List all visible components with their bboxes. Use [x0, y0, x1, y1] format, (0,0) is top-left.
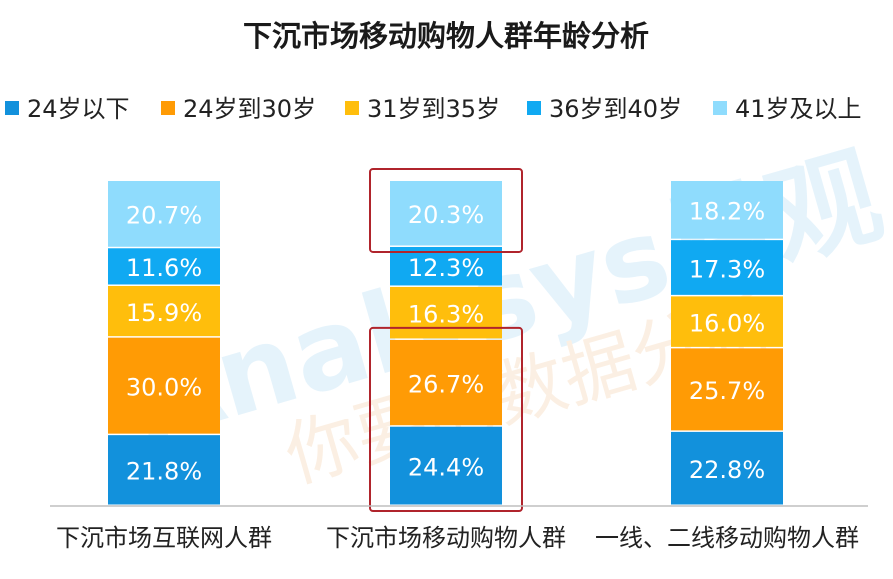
- legend-item: 36岁到40岁: [527, 95, 682, 123]
- bar-stack: 24.4% 26.7% 16.3% 12.3% 20.3%: [390, 181, 502, 505]
- bar-segment: [108, 248, 220, 285]
- data-label: 20.3%: [408, 201, 484, 229]
- bar-segment: [108, 435, 220, 505]
- bar-segment: [671, 431, 783, 505]
- data-label: 18.2%: [689, 198, 765, 226]
- data-label: 16.0%: [689, 309, 765, 337]
- bar-stack: 22.8% 25.7% 16.0% 17.3% 18.2%: [671, 181, 783, 505]
- bar-segment: [390, 181, 502, 246]
- data-label: 12.3%: [408, 254, 484, 282]
- data-label: 24.4%: [408, 453, 484, 481]
- data-label: 25.7%: [689, 377, 765, 405]
- data-label: 11.6%: [126, 254, 202, 282]
- legend-swatch: [527, 101, 541, 115]
- legend-label: 31岁到35岁: [367, 95, 500, 123]
- bar-segment: [671, 240, 783, 295]
- data-label: 26.7%: [408, 370, 484, 398]
- legend-label: 41岁及以上: [735, 95, 862, 123]
- legend-label: 24岁到30岁: [183, 95, 316, 123]
- data-label: 17.3%: [689, 255, 765, 283]
- bar-segment: [671, 296, 783, 347]
- highlight-box-top: [369, 168, 523, 253]
- bar-segment: [108, 337, 220, 434]
- x-tick-label: 下沉市场互联网人群: [56, 524, 272, 552]
- bar-segment: [390, 286, 502, 339]
- data-label: 16.3%: [408, 300, 484, 328]
- bars: 21.8% 30.0% 15.9% 11.6% 20.7% 24.4% 26.7% 16.3%…: [108, 181, 783, 505]
- highlight-box-bottom: [369, 326, 523, 512]
- data-label: 20.7%: [126, 202, 202, 230]
- chart-title: 下沉市场移动购物人群年龄分析: [243, 19, 649, 53]
- bar-segment: [390, 246, 502, 286]
- legend-item: 31岁到35岁: [345, 95, 500, 123]
- data-label: 30.0%: [126, 373, 202, 401]
- bar-stack: 21.8% 30.0% 15.9% 11.6% 20.7%: [108, 181, 220, 505]
- legend-item: 41岁及以上: [713, 95, 862, 123]
- data-label: 21.8%: [126, 458, 202, 486]
- legend-swatch: [5, 101, 19, 115]
- bar-segment: [671, 348, 783, 431]
- legend-swatch: [345, 101, 359, 115]
- bar-segment: [390, 426, 502, 505]
- data-label: 15.9%: [126, 299, 202, 327]
- bar-segment: [108, 181, 220, 247]
- legend-swatch: [161, 101, 175, 115]
- legend-label: 24岁以下: [27, 95, 130, 123]
- legend-swatch: [713, 101, 727, 115]
- highlight-boxes: [369, 168, 523, 512]
- x-tick-label: 一线、二线移动购物人群: [595, 524, 859, 552]
- bar-segment: [671, 181, 783, 239]
- bar-segment: [108, 285, 220, 337]
- legend-item: 24岁到30岁: [161, 95, 316, 123]
- legend: 24岁以下 24岁到30岁 31岁到35岁 36岁到40岁 41岁及以上: [5, 95, 862, 123]
- data-label: 22.8%: [689, 456, 765, 484]
- x-tick-label: 下沉市场移动购物人群: [326, 524, 566, 552]
- legend-item: 24岁以下: [5, 95, 130, 123]
- legend-label: 36岁到40岁: [549, 95, 682, 123]
- x-axis-labels: 下沉市场互联网人群 下沉市场移动购物人群 一线、二线移动购物人群: [56, 524, 859, 552]
- bar-segment: [390, 339, 502, 426]
